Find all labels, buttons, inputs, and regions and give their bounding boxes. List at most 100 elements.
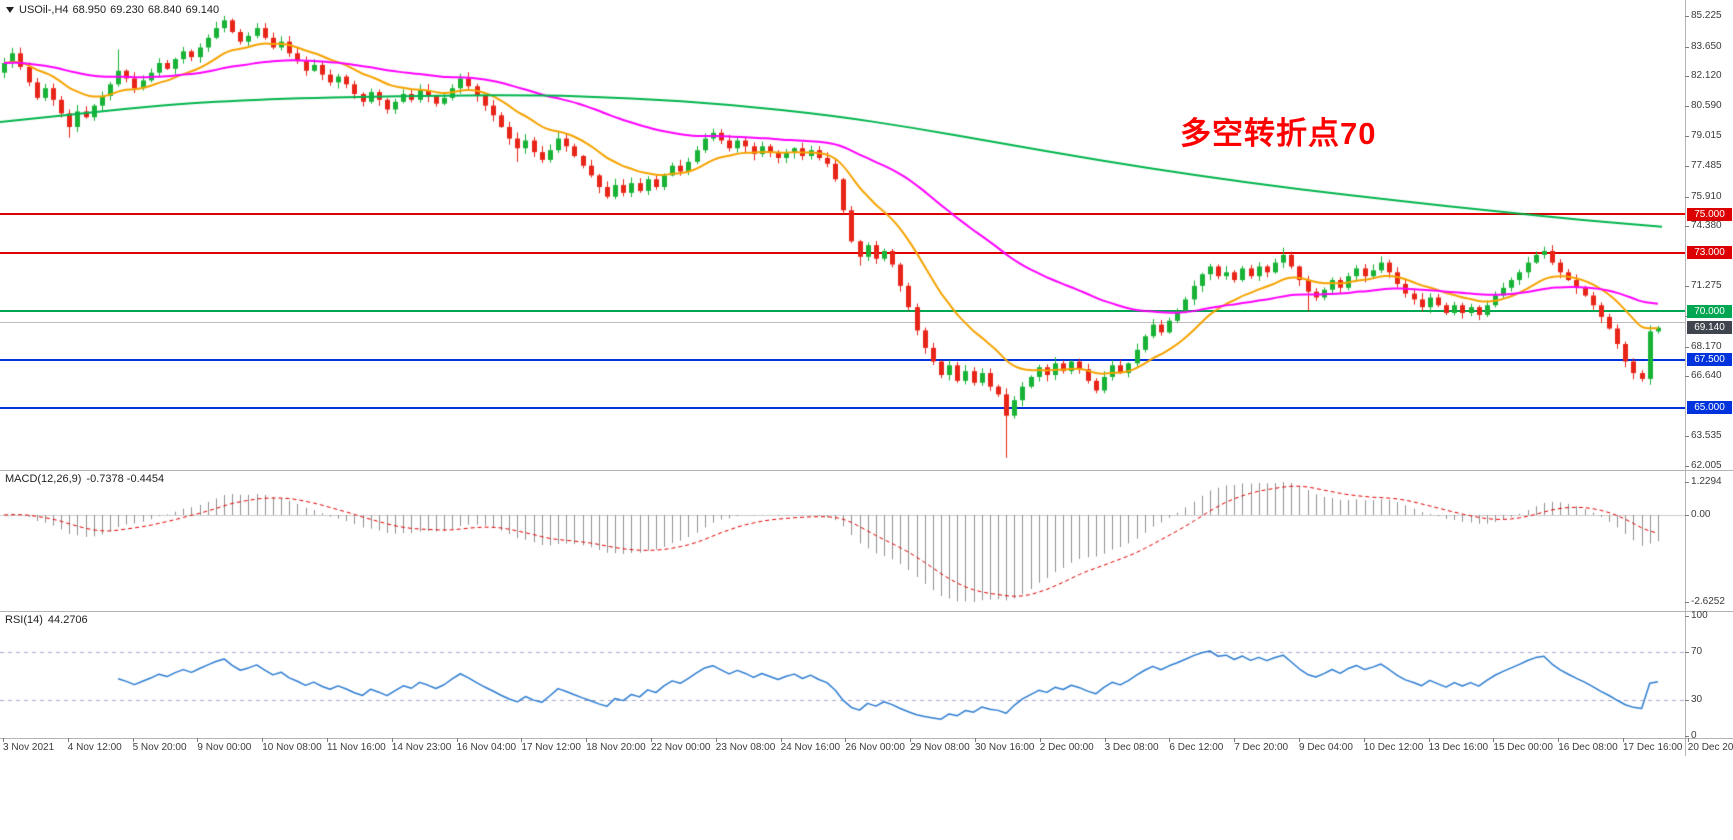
ohlc-close: 69.140 bbox=[185, 4, 220, 16]
price-axis-tick bbox=[1685, 76, 1689, 78]
time-axis-tick bbox=[780, 738, 782, 742]
price-chart-canvas[interactable] bbox=[0, 0, 1685, 470]
time-axis-label: 16 Dec 08:00 bbox=[1558, 742, 1618, 753]
time-axis-tick bbox=[910, 738, 912, 742]
time-axis-tick bbox=[1363, 738, 1365, 742]
time-axis-label: 11 Nov 16:00 bbox=[327, 742, 386, 753]
time-axis-label: 13 Dec 16:00 bbox=[1428, 742, 1489, 753]
time-axis-tick bbox=[67, 738, 69, 742]
time-axis-tick bbox=[1169, 738, 1171, 742]
time-axis-tick bbox=[327, 738, 328, 742]
symbol-dropdown-icon[interactable] bbox=[6, 7, 14, 13]
time-axis-label: 4 Nov 12:00 bbox=[67, 742, 122, 753]
time-axis-label: 24 Nov 16:00 bbox=[780, 742, 841, 753]
price-axis-tick bbox=[1685, 436, 1689, 438]
rsi-axis-tick bbox=[1685, 736, 1689, 737]
time-axis-tick bbox=[456, 738, 458, 742]
time-axis-tick bbox=[975, 738, 976, 742]
rsi-axis-tick bbox=[1685, 616, 1689, 617]
time-axis-tick bbox=[1558, 738, 1560, 742]
price-axis-label: 62.005 bbox=[1691, 460, 1722, 471]
price-axis-label: 80.590 bbox=[1691, 99, 1722, 111]
rsi-value: 44.2706 bbox=[47, 614, 88, 626]
ohlc-low: 68.840 bbox=[147, 4, 182, 16]
time-axis-tick bbox=[197, 738, 199, 742]
time-axis-tick bbox=[715, 738, 717, 742]
price-axis-label: 71.275 bbox=[1691, 280, 1722, 292]
macd-axis-tick bbox=[1685, 514, 1689, 516]
rsi-title: RSI(14) bbox=[5, 614, 43, 626]
macd-axis-label: -2.6252 bbox=[1691, 596, 1725, 607]
price-axis-label: 68.170 bbox=[1691, 340, 1722, 352]
time-axis-label: 9 Nov 00:00 bbox=[197, 742, 252, 753]
rsi-axis-tick bbox=[1685, 652, 1689, 653]
chart-header: USOil-,H4 68.950 69.230 68.840 69.140 bbox=[6, 4, 223, 16]
macd-values: -0.7378 -0.4454 bbox=[86, 473, 165, 485]
price-annotation-text[interactable]: 多空转折点70 bbox=[1180, 116, 1377, 151]
time-axis-label: 20 Dec 20:00 bbox=[1687, 742, 1733, 753]
time-axis-tick bbox=[1493, 738, 1495, 742]
macd-panel-canvas[interactable] bbox=[0, 471, 1685, 610]
time-axis-tick bbox=[132, 738, 134, 742]
panel-separator-rsi[interactable] bbox=[0, 611, 1733, 612]
rsi-panel-canvas[interactable] bbox=[0, 612, 1685, 739]
rsi-axis-tick bbox=[1685, 700, 1689, 701]
time-axis-label: 22 Nov 00:00 bbox=[651, 742, 711, 753]
price-axis-tick bbox=[1685, 286, 1689, 288]
macd-title: MACD(12,26,9) bbox=[5, 473, 82, 485]
time-axis-label: 18 Nov 20:00 bbox=[586, 742, 646, 753]
macd-indicator-label: MACD(12,26,9) -0.7378 -0.4454 bbox=[5, 473, 169, 485]
price-axis-tick bbox=[1685, 16, 1689, 17]
time-axis-label: 17 Dec 16:00 bbox=[1623, 742, 1683, 753]
price-axis-tick bbox=[1685, 226, 1689, 228]
time-axis-tick bbox=[1234, 738, 1236, 742]
price-axis-label: 85.225 bbox=[1691, 10, 1722, 21]
time-axis-tick bbox=[1299, 738, 1300, 742]
panel-separator-timeaxis bbox=[0, 738, 1733, 739]
price-axis-label: 74.380 bbox=[1691, 220, 1722, 232]
price-axis-tick bbox=[1685, 46, 1689, 48]
time-axis-tick bbox=[1428, 738, 1430, 742]
time-axis-tick bbox=[1039, 738, 1041, 742]
price-level-tag: 67.500 bbox=[1687, 353, 1732, 366]
time-axis-tick bbox=[3, 738, 4, 742]
rsi-axis-label: 0 bbox=[1691, 730, 1697, 741]
time-axis-label: 6 Dec 12:00 bbox=[1169, 742, 1224, 753]
time-axis-label: 16 Nov 04:00 bbox=[456, 742, 517, 753]
ohlc-open: 68.950 bbox=[72, 4, 107, 16]
price-axis-tick bbox=[1685, 196, 1689, 198]
time-axis-tick bbox=[391, 738, 393, 742]
macd-axis-tick bbox=[1685, 482, 1689, 483]
price-axis-tick bbox=[1685, 346, 1689, 348]
time-axis-tick bbox=[262, 738, 264, 742]
time-axis-label: 29 Nov 08:00 bbox=[910, 742, 970, 753]
time-axis-tick bbox=[1104, 738, 1106, 742]
time-axis-label: 17 Nov 12:00 bbox=[521, 742, 581, 753]
time-axis-label: 10 Dec 12:00 bbox=[1363, 742, 1424, 753]
price-level-tag: 65.000 bbox=[1687, 401, 1732, 415]
price-axis-tick bbox=[1685, 166, 1689, 167]
time-axis-label: 15 Dec 00:00 bbox=[1493, 742, 1553, 753]
time-axis-label: 5 Nov 20:00 bbox=[132, 742, 187, 753]
time-axis-tick bbox=[845, 738, 847, 742]
rsi-axis-label: 30 bbox=[1691, 694, 1703, 705]
rsi-indicator-label: RSI(14) 44.2706 bbox=[5, 614, 93, 626]
price-axis-tick bbox=[1685, 105, 1689, 107]
time-axis-label: 3 Nov 2021 bbox=[3, 742, 55, 753]
price-level-tag: 70.000 bbox=[1687, 304, 1732, 318]
rsi-axis-label: 100 bbox=[1691, 610, 1708, 621]
time-axis-label: 23 Nov 08:00 bbox=[715, 742, 776, 753]
panel-separator-macd[interactable] bbox=[0, 470, 1733, 471]
ohlc-high: 69.230 bbox=[110, 4, 144, 16]
price-axis-label: 79.015 bbox=[1691, 130, 1722, 142]
rsi-axis-label: 70 bbox=[1691, 646, 1703, 657]
time-axis-tick bbox=[586, 738, 588, 742]
price-axis-label: 75.910 bbox=[1691, 190, 1722, 202]
time-axis-tick bbox=[521, 738, 523, 742]
time-axis-tick bbox=[1623, 738, 1624, 742]
price-axis-label: 83.650 bbox=[1691, 40, 1722, 52]
symbol-title: USOil-,H4 bbox=[19, 4, 69, 16]
current-price-tag: 69.140 bbox=[1687, 321, 1732, 335]
time-axis-label: 7 Dec 20:00 bbox=[1234, 742, 1289, 753]
macd-axis-label: 1.2294 bbox=[1691, 476, 1722, 487]
